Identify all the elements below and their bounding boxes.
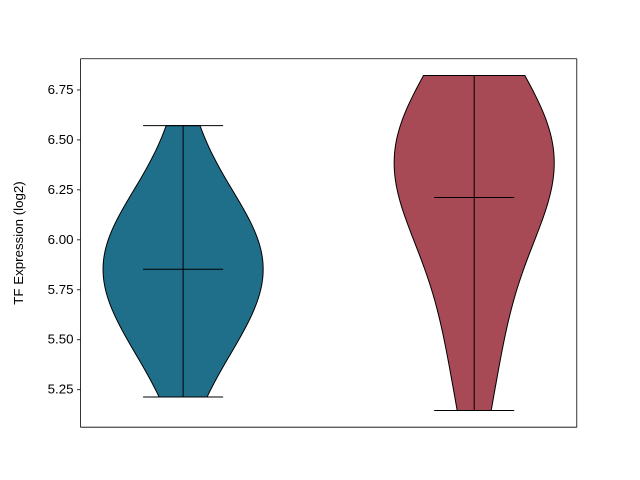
svg-text:6.25: 6.25 — [48, 182, 74, 197]
svg-text:6.75: 6.75 — [48, 82, 74, 97]
svg-text:5.25: 5.25 — [48, 382, 74, 397]
svg-text:6.00: 6.00 — [48, 232, 74, 247]
svg-text:5.75: 5.75 — [48, 282, 74, 297]
svg-text:TF Expression (log2): TF Expression (log2) — [11, 181, 26, 304]
svg-text:6.50: 6.50 — [48, 132, 74, 147]
svg-text:5.50: 5.50 — [48, 332, 74, 347]
